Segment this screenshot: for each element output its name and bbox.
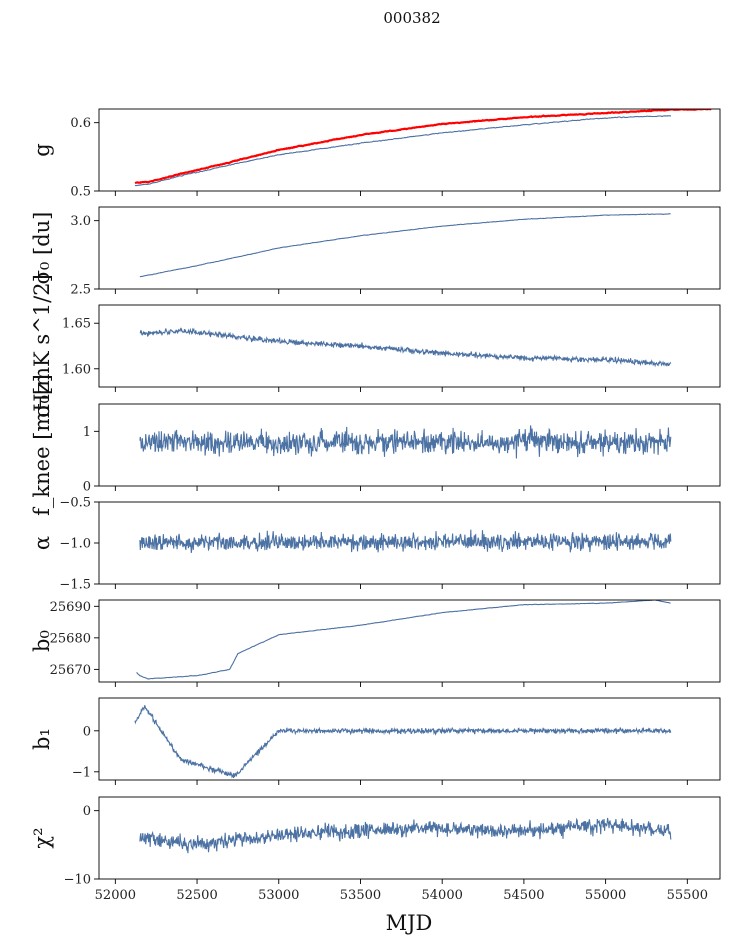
y-tick-label: 3.0 [70, 214, 91, 229]
panel-2: 1.60 1.65 σ₀[mK s^1/2] [30, 274, 721, 418]
y-axis-label: b₁ [30, 728, 54, 750]
series-line-b-1 [134, 705, 672, 779]
y-tick-label: 0.6 [70, 116, 91, 131]
y-tick-label: −1.5 [59, 578, 91, 593]
y-tick-label: 25680 [50, 631, 91, 646]
y-tick-label: 1 [83, 425, 91, 440]
x-tick-label: 52500 [176, 888, 217, 903]
axes-frame [98, 796, 721, 880]
series-line-f-knee-mhz- [139, 425, 672, 459]
x-tick-label: 53000 [258, 888, 299, 903]
series-line-reference [134, 109, 712, 185]
x-tick-label: 54000 [422, 888, 463, 903]
y-tick-label: 0 [83, 480, 91, 495]
axes-frame [98, 304, 721, 388]
series-line-chi-2 [139, 817, 672, 854]
panel-3: 0 1 f_knee [mHz] [30, 374, 721, 516]
x-tick-label: 54500 [503, 888, 544, 903]
series-line-sigma-0-du- [139, 213, 671, 278]
y-axis-label: f_knee [mHz] [30, 374, 54, 516]
x-tick-label: 52000 [95, 888, 136, 903]
y-axis-label: α [30, 536, 54, 550]
figure-title: 000382 [383, 9, 440, 27]
y-tick-label: 0 [83, 804, 91, 819]
series-line-sigma-0-mk-s-1-2- [139, 327, 672, 368]
panel-1: 2.5 3.0 σ₀ [du] [30, 206, 721, 298]
y-axis-label: χ² [30, 827, 54, 848]
panel-0: 0.5 0.6 g [30, 108, 721, 200]
y-tick-label: 1.65 [62, 317, 91, 332]
y-axis-label: σ₀[mK s^1/2] [30, 274, 54, 418]
y-tick-label: 0 [83, 724, 91, 739]
axes-frame [98, 697, 721, 781]
y-tick-label: 2.5 [70, 283, 91, 298]
y-tick-label: 1.60 [62, 362, 91, 377]
y-axis-label: b₀ [30, 630, 54, 652]
y-tick-label: 0.5 [70, 185, 91, 200]
y-tick-label: 25670 [50, 663, 91, 678]
panel-6: −1 0 b₁ [30, 697, 721, 785]
series-line-b-0 [136, 600, 671, 680]
axes-frame [98, 403, 721, 487]
x-tick-label: 55500 [667, 888, 708, 903]
x-tick-label: 53500 [340, 888, 381, 903]
x-tick-label: 55000 [585, 888, 626, 903]
subplot-stack: 0.5 0.6 g 2.5 3.0 σ₀ [du] 1.60 1.65 σ₀[mK s^1/2]… [30, 108, 721, 903]
panel-7: −10 0 52000 52500 53000 53500 54000 54500 55000 5… [30, 796, 721, 903]
series-line-alpha [139, 529, 672, 553]
axes-frame [98, 206, 721, 290]
y-axis-label: g [30, 143, 54, 156]
y-axis-label: σ₀ [du] [30, 212, 54, 285]
y-tick-label: −1.0 [59, 537, 91, 552]
series-line-g [134, 115, 672, 187]
y-tick-label: −0.5 [59, 496, 91, 511]
panel-4: −1.5 −1.0 −0.5 α [30, 496, 721, 593]
axes-frame [98, 599, 721, 683]
axes-frame [98, 108, 721, 192]
panel-5: 25670 25680 25690 b₀ [30, 599, 721, 687]
y-tick-label: −1 [72, 765, 91, 780]
x-axis-label: MJD [386, 911, 433, 935]
y-tick-label: −10 [64, 873, 91, 888]
y-tick-label: 25690 [50, 600, 91, 615]
